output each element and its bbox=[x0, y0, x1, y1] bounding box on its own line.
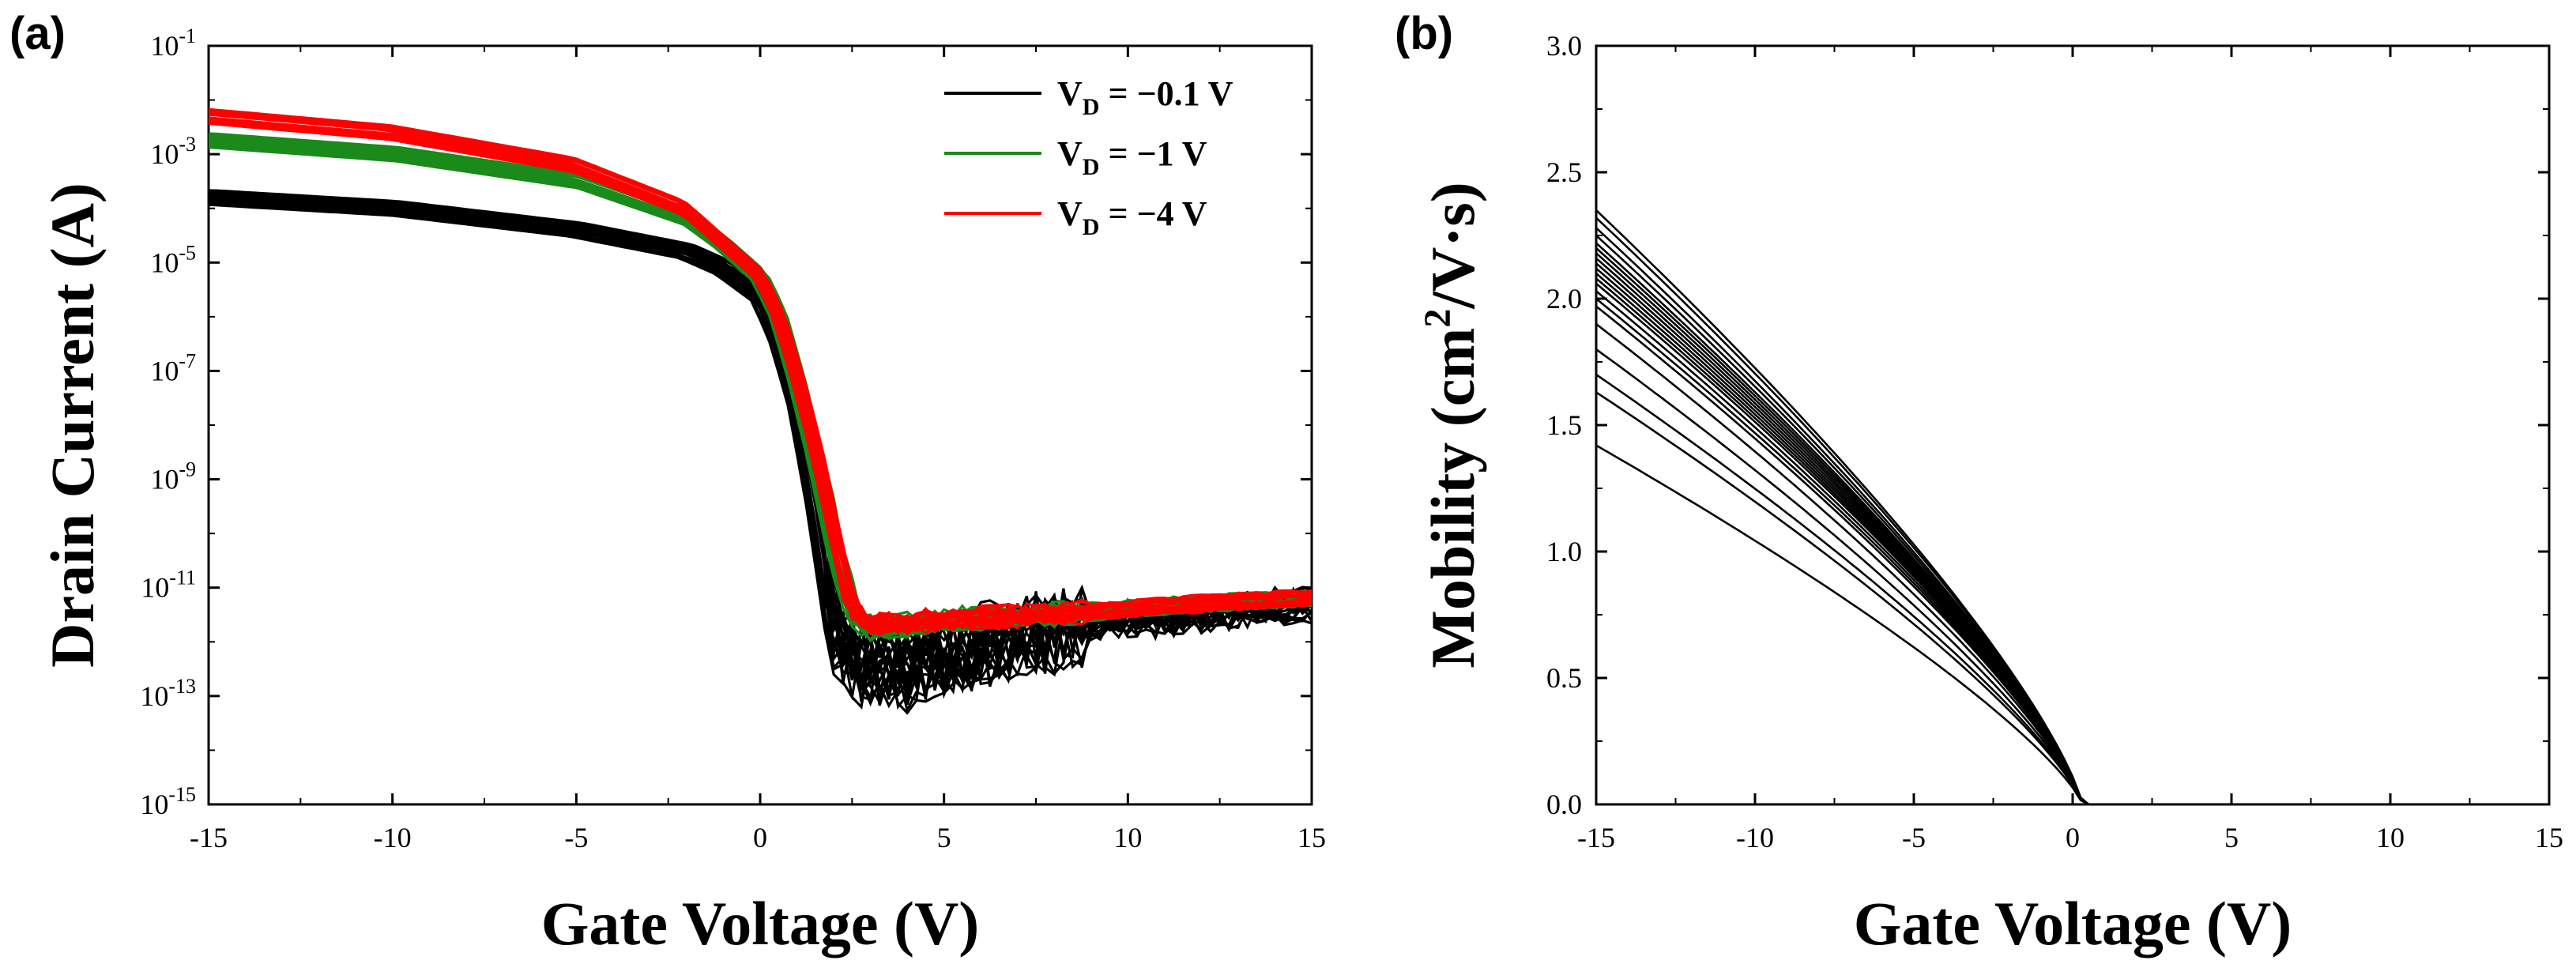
y-axis-label-a: Drain Current (A) bbox=[38, 183, 107, 668]
x-tick-label: -10 bbox=[1736, 822, 1774, 853]
y-tick-label: 10-3 bbox=[150, 133, 196, 170]
y-tick-label: 1.0 bbox=[1546, 536, 1582, 567]
y-tick-label: 0.5 bbox=[1546, 662, 1582, 694]
x-axis-label-a: Gate Voltage (V) bbox=[541, 889, 980, 958]
x-tick-label: 15 bbox=[2535, 822, 2563, 853]
mobility-curve bbox=[1595, 282, 2097, 806]
x-tick-label: 5 bbox=[937, 822, 951, 853]
y-ticks-a: 10-15 10-13 10-11 10-9 10-7 10-5 10-3 10-1 bbox=[140, 24, 1312, 820]
x-ticks-a: -15 -10 -5 0 5 10 15 bbox=[190, 46, 1326, 853]
x-tick-label: -10 bbox=[374, 822, 412, 853]
y-tick-label: 10-13 bbox=[140, 675, 196, 712]
series-line bbox=[208, 113, 1312, 628]
panel-a: (a) -15 -10 -5 0 5 10 15 10-1510-1310-1110-910… bbox=[9, 8, 1326, 958]
y-ticks-b: 0.0 0.5 1.0 1.5 2.0 2.5 3.0 bbox=[1546, 30, 2549, 820]
mobility-curve bbox=[1595, 217, 2097, 806]
series-line bbox=[208, 109, 1312, 625]
x-tick-label: 0 bbox=[753, 822, 767, 853]
panel-label-b: (b) bbox=[1395, 8, 1453, 59]
y-tick-label: 10-15 bbox=[140, 783, 196, 820]
mobility-curve bbox=[1595, 444, 2097, 806]
panel-b: (b) -15 -10 -5 0 5 10 15 0.0 0.5 1.0 1.5 2.0 2.5 3.0… bbox=[1395, 8, 2563, 958]
series-line bbox=[208, 111, 1312, 627]
mobility-curve bbox=[1595, 373, 2097, 806]
x-axis-label-b: Gate Voltage (V) bbox=[1854, 889, 2292, 958]
y-tick-label: 3.0 bbox=[1546, 30, 1582, 62]
series-line bbox=[208, 112, 1312, 627]
y-tick-label: 10-7 bbox=[150, 349, 196, 386]
mobility-curve bbox=[1595, 322, 2097, 806]
mobility-curve bbox=[1595, 277, 2097, 806]
y-tick-label: 10-1 bbox=[150, 24, 196, 62]
series-group-a bbox=[208, 107, 1313, 715]
mobility-curve bbox=[1595, 391, 2097, 806]
y-tick-label: 10-5 bbox=[150, 241, 196, 278]
mobility-curve bbox=[1595, 348, 2097, 806]
y-axis-label-b: Mobility (cm2/V·s) bbox=[1417, 182, 1487, 668]
y-tick-label: 10-11 bbox=[141, 567, 196, 604]
mobility-curve bbox=[1595, 297, 2097, 806]
x-tick-label: 10 bbox=[1113, 822, 1142, 853]
series-line bbox=[208, 109, 1312, 626]
y-tick-label: 1.5 bbox=[1546, 409, 1582, 441]
panel-label-a: (a) bbox=[9, 8, 66, 59]
series-line bbox=[208, 112, 1312, 629]
legend-label: VD = −4 V bbox=[1057, 194, 1207, 240]
mobility-curve bbox=[1595, 305, 2097, 806]
x-tick-label: -5 bbox=[564, 822, 588, 853]
x-ticks-b: -15 -10 -5 0 5 10 15 bbox=[1577, 46, 2563, 853]
x-tick-label: -5 bbox=[1902, 822, 1926, 853]
mobility-curve bbox=[1595, 290, 2097, 806]
series-3 bbox=[208, 107, 1312, 637]
x-tick-label: 0 bbox=[2066, 822, 2080, 853]
series-line bbox=[208, 108, 1312, 623]
series-line bbox=[208, 107, 1312, 625]
y-tick-label: 10-9 bbox=[150, 458, 196, 495]
legend-a: VD = −0.1 V VD = −1 V VD = −4 V bbox=[944, 74, 1233, 240]
legend-label: VD = −0.1 V bbox=[1057, 74, 1233, 120]
y-tick-label: 2.0 bbox=[1546, 283, 1582, 314]
legend-label: VD = −1 V bbox=[1057, 134, 1207, 180]
x-tick-label: 15 bbox=[1297, 822, 1326, 853]
y-tick-label: 2.5 bbox=[1546, 156, 1582, 188]
series-line bbox=[208, 111, 1312, 627]
x-tick-label: -15 bbox=[1577, 822, 1615, 853]
y-tick-label: 0.0 bbox=[1546, 789, 1582, 820]
series-group-b bbox=[1595, 209, 2097, 806]
x-tick-label: 5 bbox=[2224, 822, 2239, 853]
x-tick-label: -15 bbox=[190, 822, 228, 853]
series-line bbox=[208, 120, 1312, 637]
x-tick-label: 10 bbox=[2376, 822, 2405, 853]
